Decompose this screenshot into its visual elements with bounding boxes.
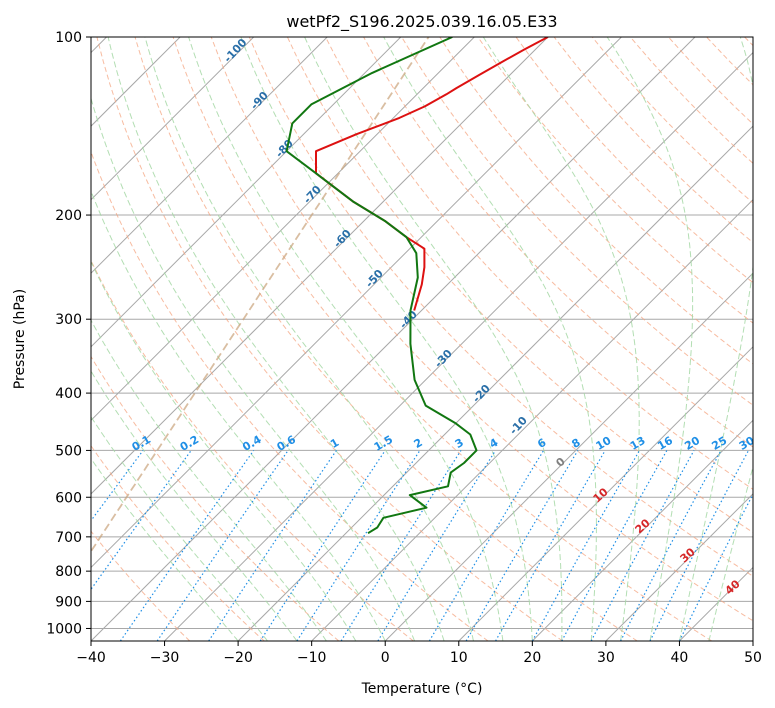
dry-adiabat-line: [91, 530, 191, 641]
plot-frame: [90, 36, 754, 642]
moist-adiabat-line: [91, 370, 298, 641]
series-lines: [285, 37, 549, 535]
y-tick-label: 100: [55, 30, 82, 46]
moist-adiabat-line: [383, 37, 597, 641]
x-axis: −40 −30 −20 −10 0 10 20 30 40 50: [76, 641, 762, 666]
dry-adiabat-line: [515, 37, 753, 284]
dry-adiabat-line: [91, 150, 489, 641]
moist-adiabat-line: [91, 96, 416, 641]
moist-adiabat-line: [482, 37, 640, 641]
isotherm-line: [91, 37, 255, 201]
x-tick-label: 20: [523, 650, 541, 666]
y-tick-label: 500: [55, 443, 82, 459]
isotherm-line: [605, 493, 753, 641]
mixing-ratio-line: [531, 450, 641, 641]
dry-adiabat-line: [91, 444, 265, 641]
x-tick-label: 0: [381, 650, 390, 666]
dry-adiabat-line: [96, 37, 563, 641]
y-axis-label: Pressure (hPa): [12, 289, 28, 389]
mixing-ratio-label: 36: [764, 434, 775, 453]
isotherm-line: [752, 640, 753, 641]
isotherm-line: [237, 125, 753, 641]
x-tick-label: −40: [76, 650, 106, 666]
moist-adiabat-line: [91, 457, 239, 641]
reference-curve: [91, 37, 430, 553]
chart-title: wetPf2_S196.2025.039.16.05.E33: [286, 12, 557, 32]
x-tick-label: 10: [450, 650, 468, 666]
isotherm-line: [458, 346, 753, 641]
isotherm-line: [91, 37, 475, 422]
isotherm-line: [91, 37, 402, 348]
isotherm-line: [91, 37, 696, 641]
x-tick-label: 30: [597, 650, 615, 666]
moist-adiabat-line: [91, 260, 357, 641]
x-tick-label: −30: [150, 650, 180, 666]
isotherm-line: [91, 37, 328, 274]
x-tick-label: 50: [744, 650, 762, 666]
y-tick-label: 200: [55, 208, 82, 224]
y-tick-label: 800: [55, 564, 82, 580]
mixing-ratio-label: 30: [737, 434, 757, 453]
dry-adiabat-line: [401, 37, 753, 406]
isotherm-line: [384, 272, 753, 641]
isotherm-line: [164, 51, 753, 641]
isotherm-line: [531, 419, 753, 641]
y-tick-label: 700: [55, 530, 82, 546]
y-tick-label: 1000: [46, 621, 82, 637]
mixing-ratio-line: [119, 450, 255, 641]
x-tick-label: −20: [223, 650, 253, 666]
y-tick-label: 300: [55, 312, 82, 328]
moist-adiabat-line: [240, 37, 533, 641]
x-axis-label: Temperature (°C): [361, 681, 483, 697]
y-tick-label: 600: [55, 490, 82, 506]
mixing-ratio-line: [590, 450, 695, 641]
mixing-ratio-line: [377, 450, 497, 641]
mixing-ratio-line: [561, 450, 668, 641]
isotherm-line: [91, 37, 622, 569]
moist-adiabat-line: [606, 37, 694, 641]
moist-adiabat-line: [144, 37, 474, 641]
y-tick-label: 900: [55, 594, 82, 610]
x-tick-label: 40: [671, 650, 689, 666]
moist-adiabat-line: [91, 415, 268, 641]
mixing-ratio-line: [296, 450, 421, 641]
background-lines: [91, 37, 753, 641]
mixing-ratio-line: [259, 450, 386, 641]
dry-adiabat-line: [91, 259, 414, 641]
dry-adiabat-line: [134, 37, 638, 641]
dry-adiabat-line: [248, 37, 753, 577]
mixing-ratio-line: [91, 450, 192, 591]
isotherm-line: [91, 37, 549, 495]
temperature-profile: [315, 37, 549, 311]
x-tick-label: −10: [297, 650, 327, 666]
dry-adiabat-line: [210, 37, 753, 622]
dewpoint-profile: [285, 37, 478, 535]
dry-adiabat-line: [477, 37, 753, 324]
moist-adiabat-line: [304, 37, 563, 641]
plot-background: [91, 37, 753, 641]
y-axis: 100 200 300 400 500 600 700 800 900 1000: [46, 30, 91, 637]
moist-adiabat-line: [678, 37, 753, 641]
dry-adiabat-line: [325, 37, 753, 490]
y-tick-label: 400: [55, 386, 82, 402]
moist-adiabat-line: [91, 189, 386, 641]
dry-adiabat-line: [172, 37, 713, 641]
mixing-ratio-line: [208, 450, 337, 641]
moist-adiabat-line: [107, 37, 445, 641]
dry-adiabat-line: [91, 355, 340, 641]
mixing-ratio-line: [156, 450, 289, 641]
